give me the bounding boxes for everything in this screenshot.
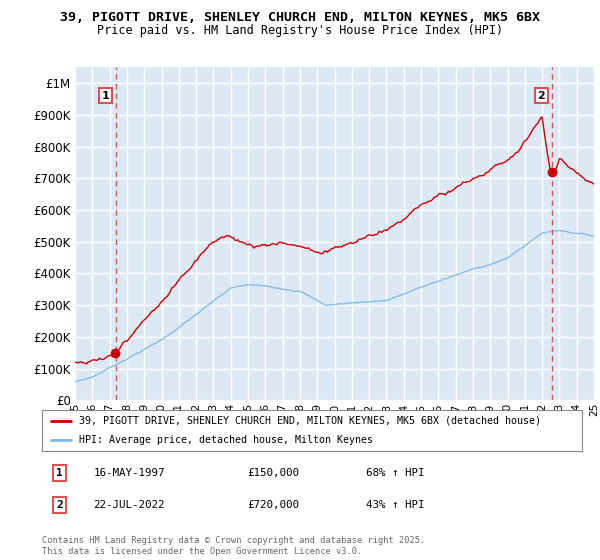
Text: 1: 1 [102,91,109,101]
Text: £150,000: £150,000 [247,468,299,478]
Text: HPI: Average price, detached house, Milton Keynes: HPI: Average price, detached house, Milt… [79,435,373,445]
Text: 68% ↑ HPI: 68% ↑ HPI [366,468,425,478]
Text: £720,000: £720,000 [247,500,299,510]
Text: 1: 1 [56,468,63,478]
Text: 22-JUL-2022: 22-JUL-2022 [94,500,165,510]
Text: 39, PIGOTT DRIVE, SHENLEY CHURCH END, MILTON KEYNES, MK5 6BX: 39, PIGOTT DRIVE, SHENLEY CHURCH END, MI… [60,11,540,24]
Text: 43% ↑ HPI: 43% ↑ HPI [366,500,425,510]
Text: Contains HM Land Registry data © Crown copyright and database right 2025.
This d: Contains HM Land Registry data © Crown c… [42,536,425,556]
Text: 2: 2 [56,500,63,510]
Text: 16-MAY-1997: 16-MAY-1997 [94,468,165,478]
Text: 2: 2 [538,91,545,101]
Text: 39, PIGOTT DRIVE, SHENLEY CHURCH END, MILTON KEYNES, MK5 6BX (detached house): 39, PIGOTT DRIVE, SHENLEY CHURCH END, MI… [79,416,541,426]
Text: Price paid vs. HM Land Registry's House Price Index (HPI): Price paid vs. HM Land Registry's House … [97,24,503,36]
